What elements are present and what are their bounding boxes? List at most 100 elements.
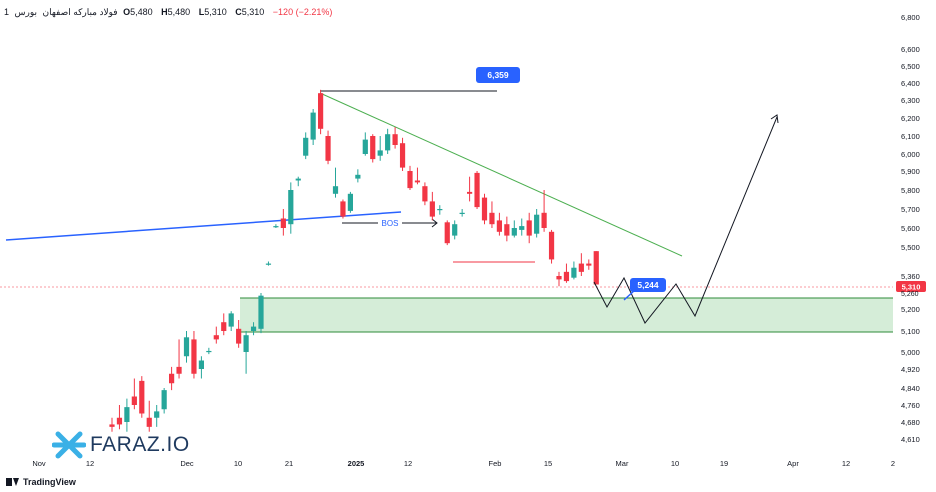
price-tick-label: 4,760 — [901, 401, 920, 410]
price-tick-label: 4,920 — [901, 365, 920, 374]
candle-body — [161, 390, 167, 410]
candle-body — [273, 226, 279, 228]
last-price-tag — [896, 281, 926, 292]
target-label-box — [630, 278, 666, 292]
time-tick-label: 10 — [234, 459, 242, 468]
candle-body — [541, 212, 547, 228]
candle-body — [511, 228, 517, 236]
price-tick-label: 5,600 — [901, 224, 920, 233]
time-axis[interactable]: Nov 12 Dec 10 21 2025 12 Feb 15 Mar 10 19 Apr 12 2 — [32, 459, 895, 468]
candle-body — [139, 380, 145, 414]
candle-body — [444, 222, 450, 244]
candle-body — [303, 137, 309, 156]
price-axis[interactable]: 6,800 6,600 6,500 6,400 6,300 6,200 6,100 6,000… — [901, 13, 920, 444]
time-tick-label: 2 — [891, 459, 895, 468]
candle-body — [265, 263, 272, 265]
candle-body — [288, 190, 294, 225]
price-tick-label: 5,360 — [901, 272, 920, 281]
demand-zone-fill — [240, 298, 893, 332]
price-tick-label: 6,400 — [901, 79, 920, 88]
candle-body — [295, 178, 301, 181]
candle-body — [347, 193, 353, 211]
price-tick-label: 6,300 — [901, 96, 920, 105]
candle-body — [504, 224, 510, 236]
change-value: −120 (−2.21%) — [272, 7, 333, 17]
candle-body — [526, 220, 532, 236]
time-tick-label: Feb — [489, 459, 502, 468]
target-label-pointer — [623, 289, 636, 301]
price-tick-label: 6,500 — [901, 62, 920, 71]
candle-body — [459, 212, 465, 214]
interval[interactable]: 1 — [4, 7, 10, 17]
blue-trendline — [5, 211, 402, 241]
candle-body — [519, 226, 525, 230]
candle-body — [377, 150, 383, 156]
high-value: H5,480 — [161, 7, 191, 17]
symbol-name[interactable]: فولاد مبارکه اصفهان — [42, 7, 118, 17]
candle-body — [399, 143, 406, 168]
candle-body — [318, 93, 324, 129]
watermark-text: FARAZ.IO — [90, 433, 190, 456]
candle-body — [213, 335, 219, 340]
price-tick-label: 5,800 — [901, 186, 920, 195]
candle-body — [243, 335, 249, 352]
descending-resistance-line — [319, 92, 683, 257]
bos-label-text: BOS — [382, 219, 399, 228]
candle-body — [228, 313, 234, 327]
price-tick-label: 5,000 — [901, 348, 920, 357]
candle-body — [548, 231, 555, 260]
candle-body — [534, 214, 540, 234]
candle-body — [362, 139, 368, 154]
target-label-text: 5,244 — [637, 280, 659, 290]
time-tick-label: Dec — [180, 459, 194, 468]
candle-body — [332, 186, 339, 194]
time-tick-label: 12 — [86, 459, 94, 468]
candle-body — [437, 209, 443, 211]
candle-body — [422, 186, 428, 202]
faraz-watermark: FARAZ.IO — [52, 428, 190, 462]
price-tick-label: 6,100 — [901, 132, 920, 141]
projected-path-line — [593, 116, 778, 324]
tradingview-brand: TradingView — [23, 477, 76, 487]
candle-body — [593, 251, 599, 285]
low-value: L5,310 — [198, 7, 227, 17]
price-tick-label: 4,610 — [901, 435, 920, 444]
candle-body — [578, 263, 584, 272]
candle-body — [474, 172, 480, 208]
price-tick-label: 6,200 — [901, 114, 920, 123]
price-tick-label: 5,100 — [901, 327, 920, 336]
candle-body — [370, 136, 376, 160]
price-tick-label: 6,000 — [901, 150, 920, 159]
high-label-box — [476, 67, 520, 83]
candle-body — [250, 326, 257, 331]
candle-body — [556, 276, 562, 280]
bos-label-bg — [378, 218, 402, 228]
time-tick-label: 21 — [285, 459, 293, 468]
demand-zone — [240, 297, 893, 333]
candle-body — [414, 180, 421, 183]
high-label-text: 6,359 — [487, 70, 509, 80]
tradingview-footer[interactable]: TradingView — [6, 477, 76, 487]
candle-body — [392, 134, 398, 145]
candle-body — [236, 328, 242, 344]
open-value: O5,480 — [123, 7, 153, 17]
price-tick-label: 4,840 — [901, 384, 920, 393]
projection-path — [593, 114, 779, 324]
candle-body — [116, 417, 123, 425]
candle-body — [154, 411, 160, 418]
time-tick-label: 2025 — [348, 459, 365, 468]
faraz-logo-icon — [52, 431, 86, 459]
tradingview-logo-icon — [6, 478, 19, 486]
candle-body — [355, 174, 361, 179]
time-tick-label: Mar — [616, 459, 629, 468]
candle-body — [183, 337, 190, 357]
candle-body — [429, 201, 435, 217]
candle-body — [169, 373, 175, 384]
exchange: بورس — [14, 7, 38, 17]
candle-body — [481, 197, 488, 221]
projection-arrow-icon — [770, 114, 779, 124]
time-tick-label: 12 — [404, 459, 412, 468]
candle-body — [131, 396, 137, 405]
symbol-header[interactable]: 1 فولاد مبارکه اصفهان بورس O5,480 H5,480… — [4, 7, 335, 18]
